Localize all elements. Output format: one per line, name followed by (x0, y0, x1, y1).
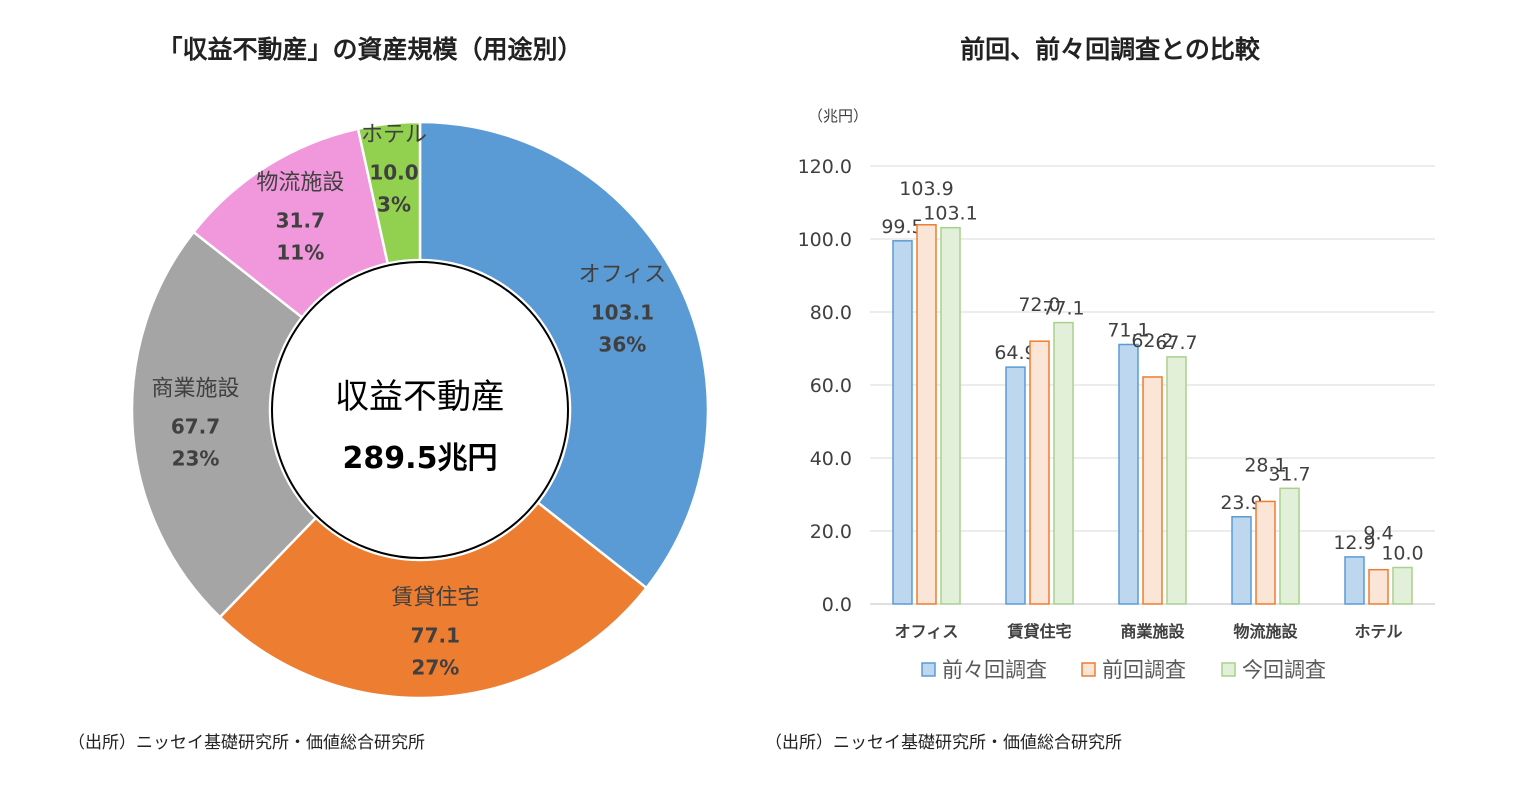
bar-data-label-2-0: 71.1 (1107, 319, 1149, 341)
bar-1-2 (1053, 321, 1074, 605)
bar-3-2 (1279, 487, 1300, 605)
pie-percent-0: 36% (598, 333, 646, 357)
bar-data-label-3-0: 23.9 (1220, 492, 1262, 514)
pie-value-2: 67.7 (171, 414, 220, 438)
bar-1-1 (1029, 340, 1050, 605)
bar-data-label-1-2: 77.1 (1042, 298, 1084, 320)
y-tick-label-2: 40.0 (810, 448, 852, 470)
bar-1-0 (1005, 366, 1026, 605)
pie-value-0: 103.1 (591, 301, 654, 325)
legend-swatch-2 (1221, 662, 1236, 677)
legend-label-2: 今回調査 (1242, 658, 1326, 682)
x-tick-label-1: 賃貸住宅 (1006, 622, 1071, 641)
x-tick-label-4: ホテル (1354, 622, 1402, 641)
bar-data-label-0-2: 103.1 (923, 203, 977, 225)
y-tick-label-0: 0.0 (822, 594, 852, 616)
donut-chart: オフィス 103.1 36% 賃貸住宅 77.1 27% 商業施設 67.7 23% 物流施設 31… (130, 120, 710, 700)
bar-data-label-4-2: 10.0 (1381, 543, 1423, 565)
bar-chart: （兆円）0.020.040.060.080.0100.0120.099.5103… (798, 107, 1435, 682)
x-tick-label-0: オフィス (895, 622, 959, 641)
bar-data-label-2-2: 67.7 (1155, 332, 1197, 354)
pie-chart-title: 「収益不動産」の資産規模（用途別） (157, 35, 583, 64)
pie-value-1: 77.1 (411, 623, 460, 647)
bar-2-1 (1142, 376, 1163, 605)
pie-value-3: 31.7 (276, 208, 325, 232)
bar-0-0 (892, 240, 913, 605)
legend-swatch-0 (921, 662, 936, 677)
pie-source-note: （出所）ニッセイ基礎研究所・価値総合研究所 (68, 733, 425, 753)
pie-label-1: 賃貸住宅 (391, 585, 479, 610)
bar-source-note: （出所）ニッセイ基礎研究所・価値総合研究所 (765, 733, 1122, 753)
bar-data-label-1-0: 64.9 (994, 342, 1036, 364)
bar-data-label-3-1: 28.1 (1244, 454, 1286, 476)
pie-percent-2: 23% (172, 446, 220, 470)
bar-2-0 (1118, 343, 1139, 605)
bar-4-2 (1392, 566, 1413, 605)
bar-data-label-2-1: 62.2 (1131, 330, 1173, 352)
donut-center-label: 収益不動産 (335, 377, 505, 417)
pie-value-4: 10.0 (369, 160, 418, 184)
pie-percent-4: 3% (377, 192, 411, 216)
bar-data-label-3-2: 31.7 (1268, 463, 1310, 485)
bar-2-2 (1166, 356, 1187, 605)
bar-data-label-4-0: 12.9 (1333, 532, 1375, 554)
pie-percent-1: 27% (411, 655, 459, 679)
x-tick-label-2: 商業施設 (1120, 622, 1185, 641)
legend-label-0: 前々回調査 (942, 658, 1047, 682)
legend-label-1: 前回調査 (1102, 658, 1186, 682)
pie-label-3: 物流施設 (256, 170, 344, 195)
pie-label-4: ホテル (361, 122, 427, 147)
bar-data-label-4-1: 9.4 (1363, 523, 1393, 545)
bar-4-0 (1344, 556, 1365, 605)
y-axis-unit: （兆円） (808, 107, 868, 125)
pie-slice-0 (418, 120, 710, 590)
pie-label-2: 商業施設 (152, 376, 240, 401)
y-tick-label-1: 20.0 (810, 521, 852, 543)
bar-data-label-0-1: 103.9 (899, 178, 953, 200)
pie-percent-3: 11% (276, 240, 324, 264)
bar-3-1 (1255, 500, 1276, 605)
bar-3-0 (1231, 516, 1252, 605)
x-tick-label-3: 物流施設 (1233, 622, 1298, 641)
pie-slice-1 (218, 500, 649, 700)
donut-hole (271, 261, 569, 559)
pie-label-0: オフィス (579, 263, 667, 288)
y-tick-label-5: 100.0 (798, 229, 852, 251)
bar-0-2 (940, 226, 961, 605)
y-tick-label-6: 120.0 (798, 156, 852, 178)
y-tick-label-4: 80.0 (810, 302, 852, 324)
pie-slice-2 (130, 230, 318, 619)
bar-data-label-1-1: 72.0 (1018, 294, 1060, 316)
pie-slice-4 (356, 120, 422, 266)
donut-center-value: 289.5兆円 (343, 441, 498, 476)
legend-swatch-1 (1081, 662, 1096, 677)
y-tick-label-3: 60.0 (810, 375, 852, 397)
bar-0-1 (916, 224, 937, 605)
bar-4-1 (1368, 568, 1389, 605)
bar-data-label-0-0: 99.5 (881, 216, 923, 238)
bar-chart-title: 前回、前々回調査との比較 (960, 35, 1260, 64)
